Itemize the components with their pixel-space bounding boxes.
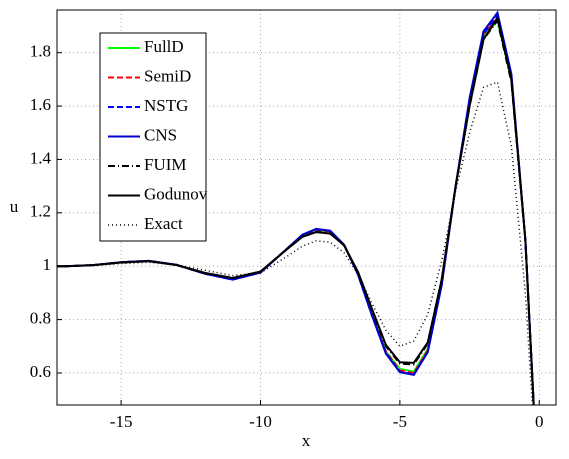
x-tick-label: -10 [249, 412, 272, 431]
x-axis-label: x [302, 431, 311, 450]
legend-label: CNS [144, 125, 177, 144]
x-tick-label: -5 [393, 412, 407, 431]
y-tick-label: 1.2 [30, 202, 51, 221]
x-tick-label: -15 [110, 412, 133, 431]
y-tick-label: 0.6 [30, 362, 51, 381]
y-tick-label: 1.8 [30, 42, 51, 61]
legend-label: FUIM [144, 155, 187, 174]
axes-box [56, 9, 557, 406]
legend-label: Exact [144, 214, 183, 233]
y-axis-label: u [10, 197, 19, 216]
x-tick-label: 0 [535, 412, 544, 431]
plot-lines [57, 10, 535, 405]
y-tick-label: 1.4 [30, 148, 52, 167]
legend-label: SemiD [144, 66, 191, 85]
legend-label: Godunov [144, 184, 208, 203]
y-tick-label: 1.6 [30, 95, 51, 114]
series-line [57, 81, 534, 405]
legend-label: FullD [144, 37, 184, 56]
y-tick-label: 0.8 [30, 309, 51, 328]
y-tick-label: 1 [43, 255, 52, 274]
series-line [57, 15, 535, 405]
legend-label: NSTG [144, 96, 188, 115]
